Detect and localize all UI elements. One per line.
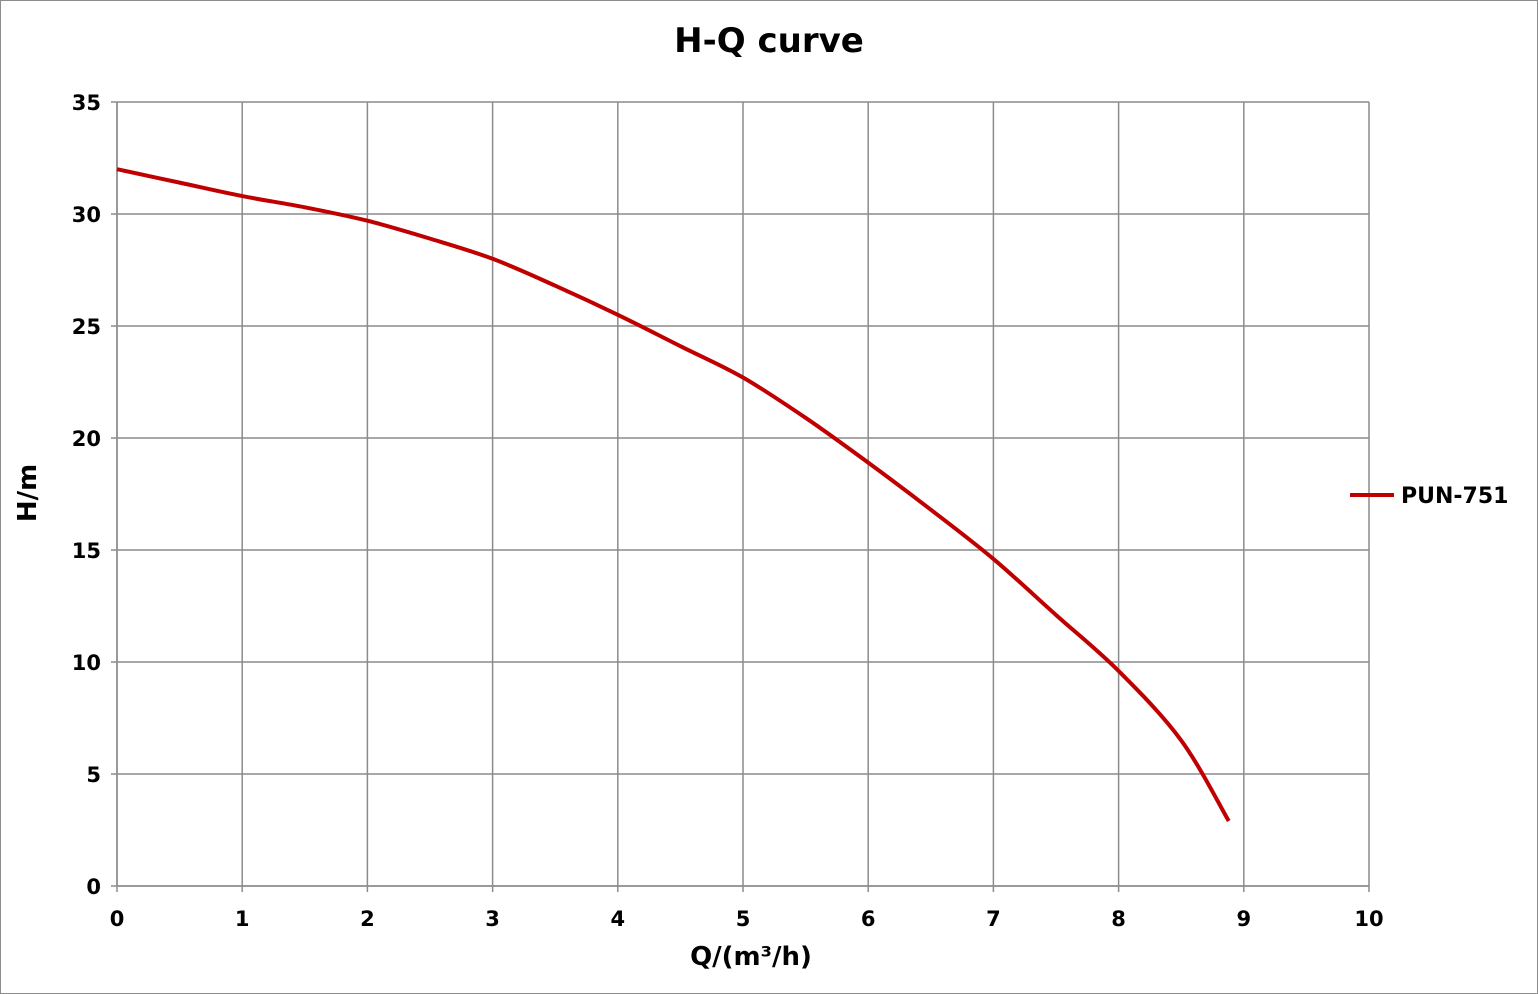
y-tick-label: 5	[86, 763, 101, 787]
y-tick-label: 30	[72, 203, 101, 227]
x-tick-label: 7	[986, 907, 1001, 931]
legend: PUN-751	[1350, 484, 1508, 509]
x-tick-label: 8	[1111, 907, 1126, 931]
y-tick-label: 0	[86, 875, 101, 899]
x-tick-label: 9	[1236, 907, 1251, 931]
x-tick-label: 6	[861, 907, 876, 931]
x-tick-label: 5	[736, 907, 751, 931]
x-tick-label: 3	[485, 907, 500, 931]
y-tick-label: 20	[72, 427, 101, 451]
y-tick-label: 25	[72, 315, 101, 339]
y-tick-label: 15	[72, 539, 101, 563]
x-tick-label: 0	[110, 907, 125, 931]
legend-label: PUN-751	[1401, 484, 1508, 509]
x-axis-label: Q/(m³/h)	[690, 942, 812, 972]
chart-title: H-Q curve	[674, 21, 864, 61]
x-tick-label: 10	[1354, 907, 1383, 931]
x-tick-label: 1	[235, 907, 250, 931]
series-lines	[116, 167, 1231, 823]
x-tick-label: 2	[360, 907, 375, 931]
tick-labels: 0 1 2 3 4 5 6 7 8 9 10 0 5 10 15 20 25 30 35	[72, 91, 1384, 931]
y-tick-label: 35	[72, 91, 101, 115]
grid-lines	[111, 101, 1370, 892]
y-tick-label: 10	[72, 651, 101, 675]
y-axis-label: H/m	[13, 464, 43, 522]
x-tick-label: 4	[610, 907, 625, 931]
series-line-pun-751	[116, 167, 1231, 823]
